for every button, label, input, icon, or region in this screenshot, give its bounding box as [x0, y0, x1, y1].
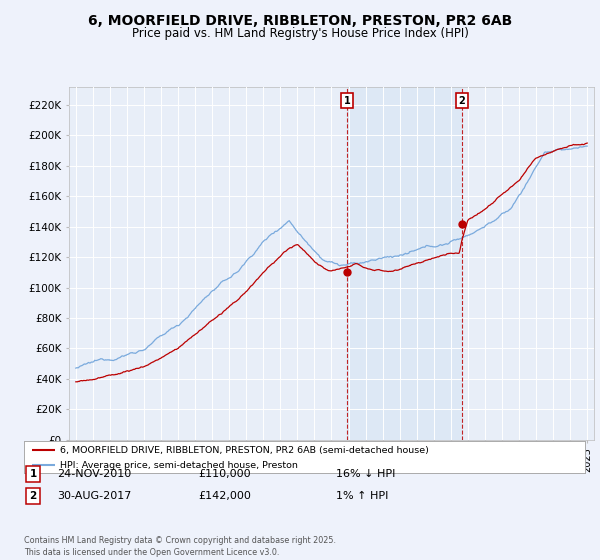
Bar: [347, 87, 462, 440]
Text: 6, MOORFIELD DRIVE, RIBBLETON, PRESTON, PR2 6AB (semi-detached house): 6, MOORFIELD DRIVE, RIBBLETON, PRESTON, …: [61, 446, 430, 455]
Text: £110,000: £110,000: [198, 469, 251, 479]
Text: HPI: Average price, semi-detached house, Preston: HPI: Average price, semi-detached house,…: [61, 461, 298, 470]
Text: 2: 2: [29, 491, 37, 501]
Text: £142,000: £142,000: [198, 491, 251, 501]
Text: 24-NOV-2010: 24-NOV-2010: [57, 469, 131, 479]
Text: 16% ↓ HPI: 16% ↓ HPI: [336, 469, 395, 479]
Text: 30-AUG-2017: 30-AUG-2017: [57, 491, 131, 501]
Text: 1: 1: [29, 469, 37, 479]
Text: Contains HM Land Registry data © Crown copyright and database right 2025.
This d: Contains HM Land Registry data © Crown c…: [24, 536, 336, 557]
Text: 1% ↑ HPI: 1% ↑ HPI: [336, 491, 388, 501]
Text: 1: 1: [343, 96, 350, 106]
Text: Price paid vs. HM Land Registry's House Price Index (HPI): Price paid vs. HM Land Registry's House …: [131, 27, 469, 40]
Text: 2: 2: [458, 96, 466, 106]
Text: 6, MOORFIELD DRIVE, RIBBLETON, PRESTON, PR2 6AB: 6, MOORFIELD DRIVE, RIBBLETON, PRESTON, …: [88, 14, 512, 28]
